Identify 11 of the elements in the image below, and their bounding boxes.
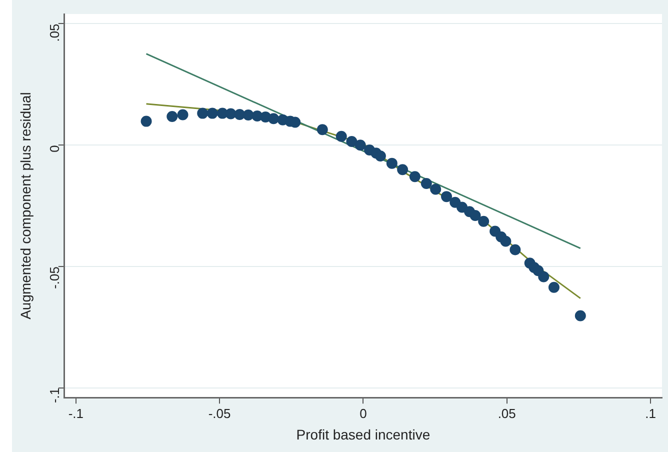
y-tick-label: -.05 [46, 266, 62, 289]
y-tick-label: 0 [46, 145, 62, 152]
x-tick-label: .1 [645, 406, 656, 421]
x-tick-label: -.1 [68, 406, 84, 421]
x-tick-label: 0 [360, 406, 367, 421]
y-tick-label: .05 [46, 24, 62, 42]
y-axis-title: Augmented component plus residual [17, 92, 34, 320]
x-axis-title: Profit based incentive [296, 426, 430, 442]
x-tick-label: -.05 [208, 406, 231, 421]
y-tick-label: -.1 [46, 388, 62, 404]
x-tick-label: .05 [498, 406, 516, 421]
